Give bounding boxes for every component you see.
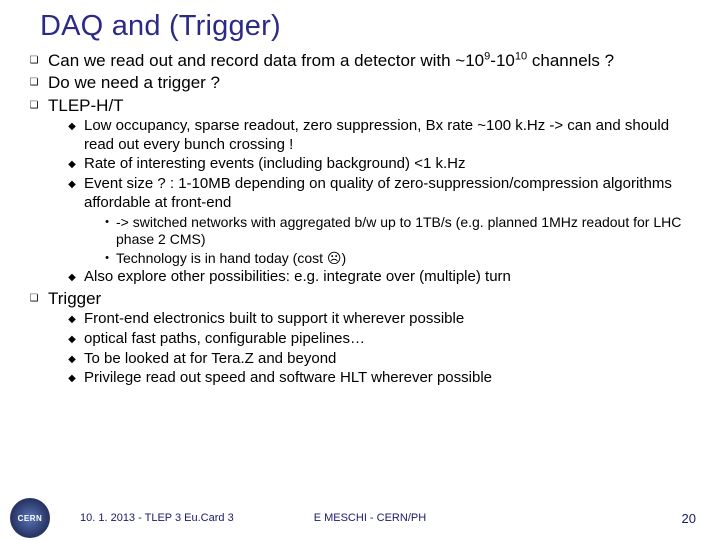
diamond-bullet-icon: ◆ [60, 310, 84, 327]
square-bullet-icon: ❏ [20, 50, 48, 68]
bullet-text: Technology is in hand today (cost ☹) [116, 250, 690, 268]
bullet-text: -> switched networks with aggregated b/w… [116, 214, 690, 249]
bullet-text: Also explore other possibilities: e.g. i… [84, 268, 690, 287]
diamond-bullet-icon: ◆ [60, 155, 84, 172]
slide-content: ❏ Can we read out and record data from a… [0, 50, 720, 388]
footer-date: 10. 1. 2013 - TLEP 3 Eu.Card 3 [80, 512, 234, 524]
bullet-lvl2: ◆ optical fast paths, configurable pipel… [60, 330, 690, 349]
diamond-bullet-icon: ◆ [60, 117, 84, 134]
square-bullet-icon: ❏ [20, 95, 48, 113]
diamond-bullet-icon: ◆ [60, 369, 84, 386]
square-bullet-icon: ❏ [20, 72, 48, 90]
bullet-text: optical fast paths, configurable pipelin… [84, 330, 690, 349]
dot-bullet-icon: • [98, 214, 116, 230]
bullet-lvl3: • -> switched networks with aggregated b… [98, 214, 690, 249]
bullet-lvl3: • Technology is in hand today (cost ☹) [98, 250, 690, 268]
bullet-lvl2: ◆ Event size ? : 1-10MB depending on qua… [60, 175, 690, 213]
bullet-lvl2: ◆ Privilege read out speed and software … [60, 369, 690, 388]
diamond-bullet-icon: ◆ [60, 330, 84, 347]
bullet-text: Low occupancy, sparse readout, zero supp… [84, 117, 690, 155]
footer: CERN 10. 1. 2013 - TLEP 3 Eu.Card 3 E ME… [0, 496, 720, 540]
bullet-lvl1: ❏ Trigger [20, 288, 690, 309]
bullet-lvl2: ◆ Low occupancy, sparse readout, zero su… [60, 117, 690, 155]
bullet-lvl1: ❏ TLEP-H/T [20, 95, 690, 116]
bullet-text: Front-end electronics built to support i… [84, 310, 690, 329]
diamond-bullet-icon: ◆ [60, 268, 84, 285]
slide-title: DAQ and (Trigger) [0, 0, 720, 49]
bullet-text: To be looked at for Tera.Z and beyond [84, 350, 690, 369]
bullet-text: Event size ? : 1-10MB depending on quali… [84, 175, 690, 213]
bullet-lvl2: ◆ Rate of interesting events (including … [60, 155, 690, 174]
bullet-text: Privilege read out speed and software HL… [84, 369, 690, 388]
diamond-bullet-icon: ◆ [60, 175, 84, 192]
bullet-lvl2: ◆ To be looked at for Tera.Z and beyond [60, 350, 690, 369]
bullet-text: Rate of interesting events (including ba… [84, 155, 690, 174]
diamond-bullet-icon: ◆ [60, 350, 84, 367]
page-number: 20 [682, 511, 696, 526]
square-bullet-icon: ❏ [20, 288, 48, 306]
bullet-text: Do we need a trigger ? [48, 72, 690, 93]
bullet-text: Can we read out and record data from a d… [48, 50, 690, 71]
bullet-lvl1: ❏ Can we read out and record data from a… [20, 50, 690, 71]
dot-bullet-icon: • [98, 250, 116, 266]
bullet-text: TLEP-H/T [48, 95, 690, 116]
bullet-text: Trigger [48, 288, 690, 309]
bullet-lvl2: ◆ Also explore other possibilities: e.g.… [60, 268, 690, 287]
cern-logo-icon: CERN [10, 498, 50, 538]
footer-author: E MESCHI - CERN/PH [314, 512, 426, 524]
bullet-lvl2: ◆ Front-end electronics built to support… [60, 310, 690, 329]
bullet-lvl1: ❏ Do we need a trigger ? [20, 72, 690, 93]
